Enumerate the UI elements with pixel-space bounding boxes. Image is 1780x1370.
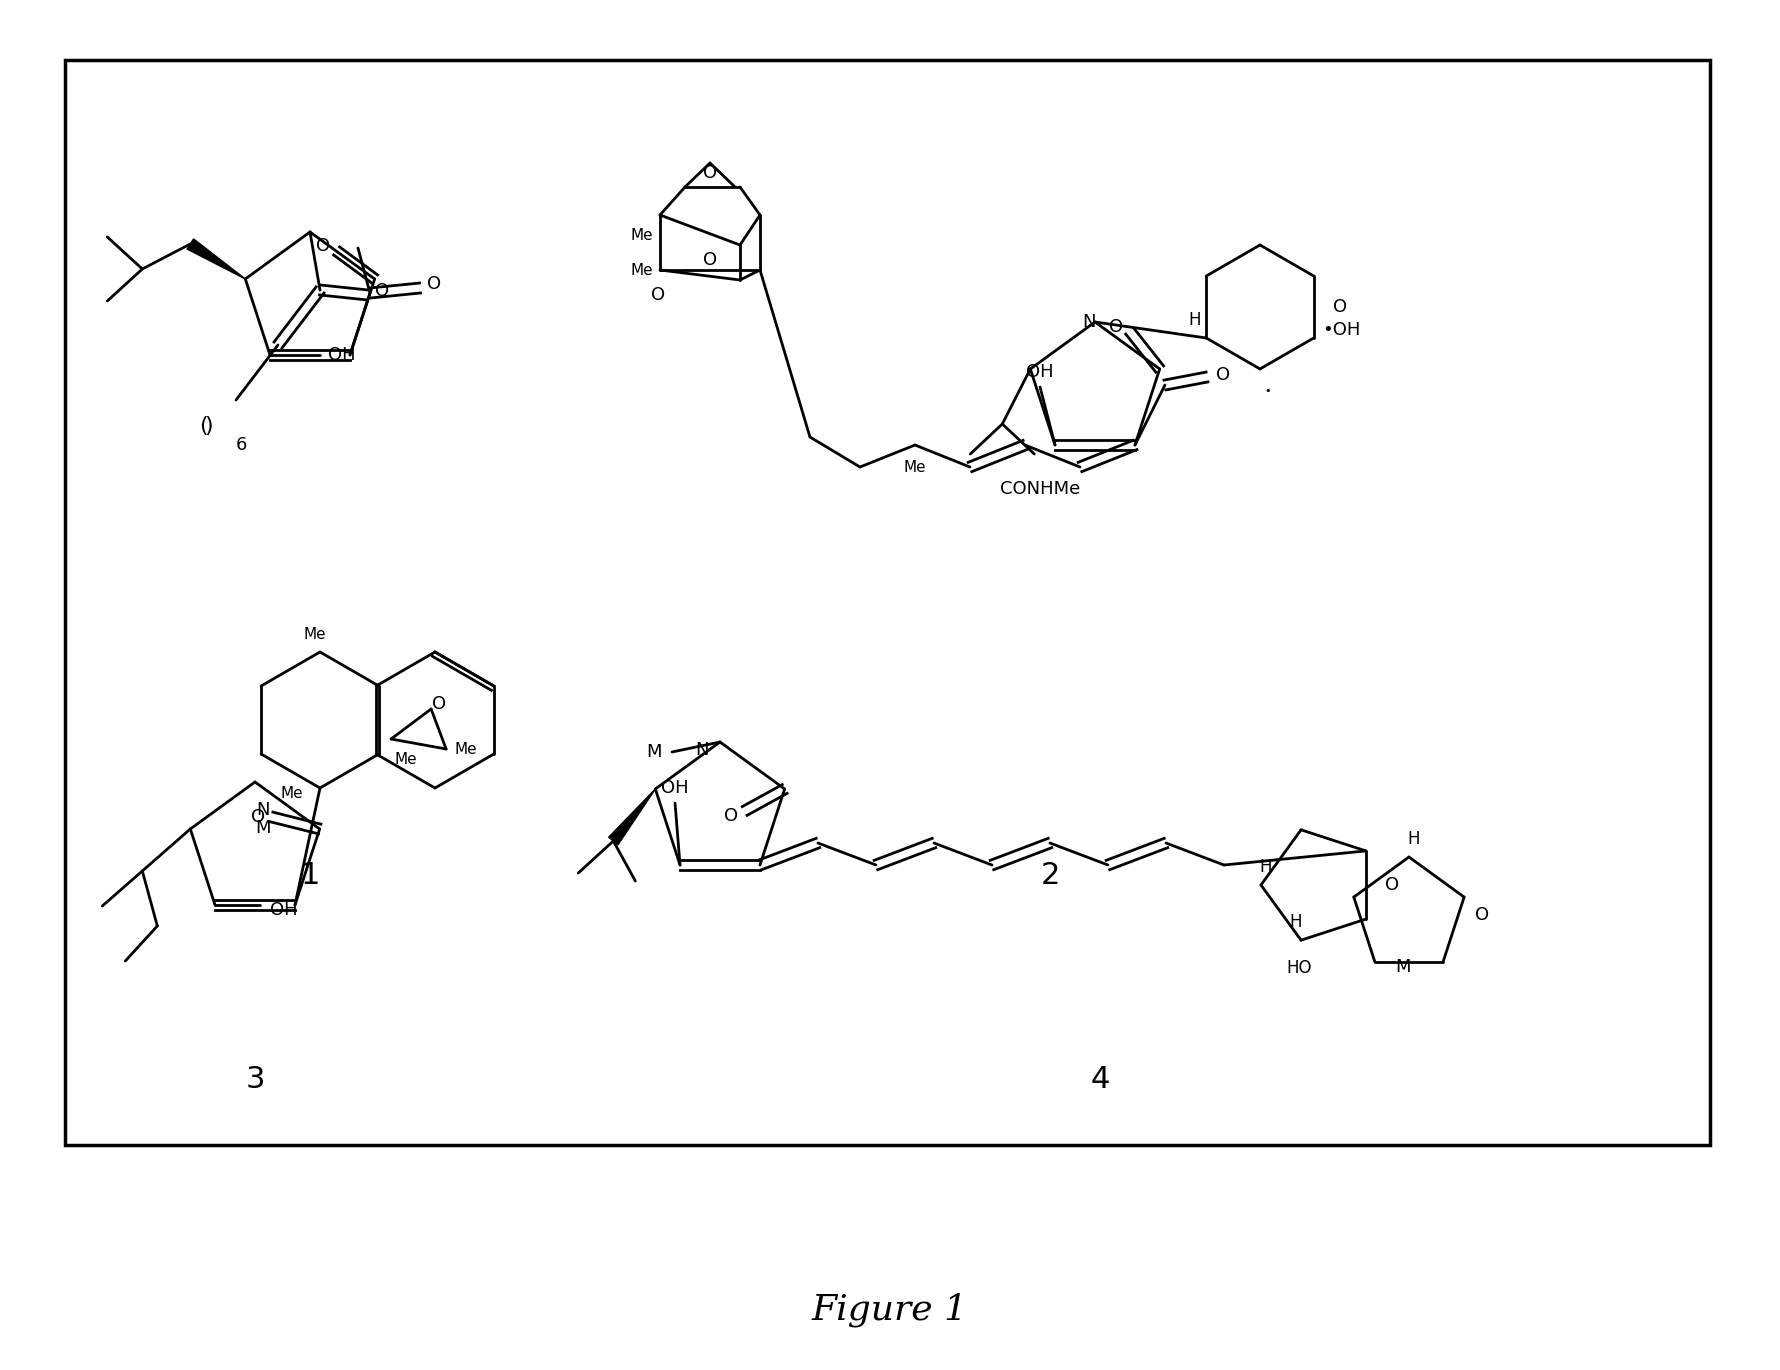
Text: 6: 6 [235,436,247,453]
Text: 4: 4 [1089,1066,1109,1095]
Text: OH: OH [271,901,297,919]
Text: N: N [256,801,269,819]
Text: 1: 1 [301,860,319,889]
Text: H: H [1258,858,1271,875]
Text: H: H [1187,311,1200,329]
Text: M: M [646,743,662,760]
Text: HO: HO [1285,959,1312,977]
Polygon shape [187,238,246,279]
Polygon shape [609,789,655,845]
Text: N: N [694,741,708,759]
Text: O: O [251,808,265,826]
Text: Me: Me [902,459,926,474]
Text: O: O [1385,875,1399,895]
Text: Me: Me [454,741,477,756]
Text: O: O [1107,318,1121,336]
Text: M: M [1394,958,1410,975]
Text: O: O [433,695,447,712]
Text: Me: Me [395,752,417,766]
Text: Me: Me [304,626,326,641]
Text: M: M [255,819,271,837]
Text: O: O [1474,906,1488,923]
Text: O: O [1216,366,1230,384]
Text: 2: 2 [1040,860,1059,889]
Text: N: N [1082,312,1095,332]
Text: O: O [427,275,441,293]
Text: O: O [723,807,737,825]
Text: O: O [315,237,329,255]
Text: ($\!$): ($\!$) [199,414,214,437]
Text: OH: OH [1025,363,1054,381]
Text: Figure 1: Figure 1 [812,1293,968,1328]
Text: •OH: •OH [1323,321,1360,338]
Text: •: • [1264,386,1271,396]
Text: CONHMe: CONHMe [1000,479,1080,497]
Text: O: O [1331,299,1346,316]
Text: 3: 3 [246,1066,265,1095]
Text: OH: OH [660,780,689,797]
Text: O: O [376,282,388,300]
Text: Me: Me [630,227,653,242]
Text: OH: OH [328,347,356,364]
Text: O: O [703,164,717,182]
Bar [64,60,1709,1145]
Text: Me: Me [630,263,653,278]
Text: O: O [650,286,664,304]
Text: H: H [1406,830,1419,848]
Text: Me: Me [281,785,303,800]
Text: H: H [1289,914,1301,932]
Text: O: O [703,251,717,269]
